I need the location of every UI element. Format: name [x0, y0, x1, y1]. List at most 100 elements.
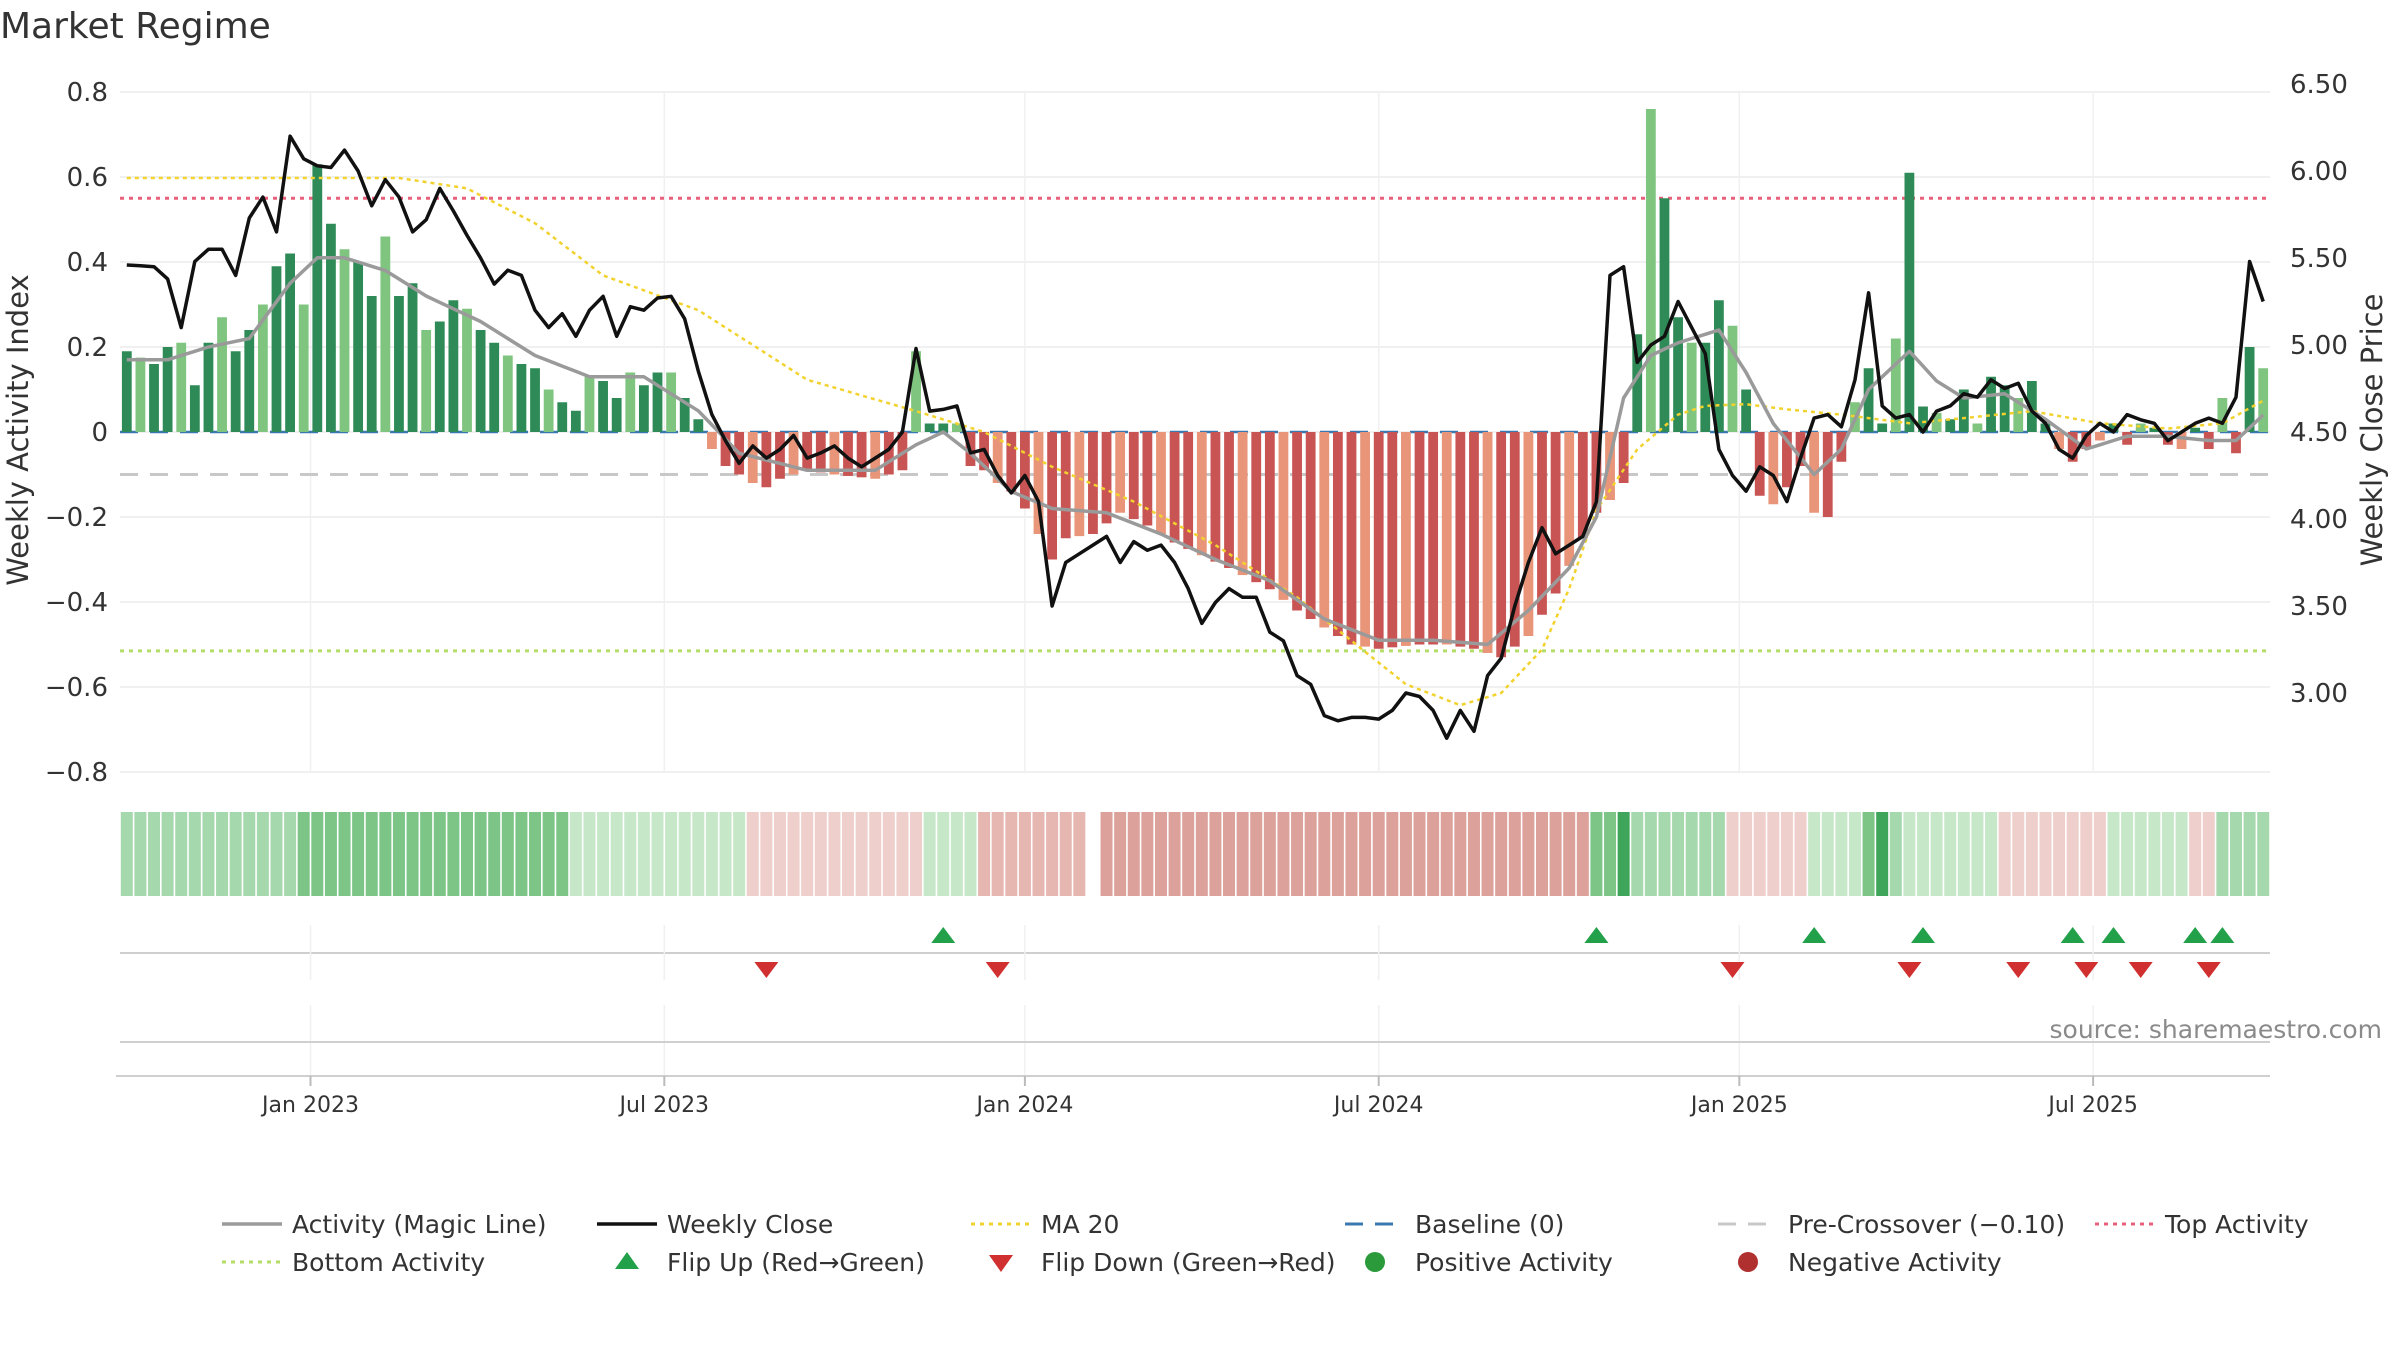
regime-strip-cell — [773, 812, 786, 896]
regime-strip-cell — [1712, 812, 1725, 896]
regime-strip-cell — [869, 812, 882, 896]
activity-bar — [1469, 432, 1479, 649]
activity-bar — [312, 164, 323, 432]
regime-strip-cell — [1440, 812, 1453, 896]
activity-bar — [1686, 342, 1697, 432]
activity-bar — [1822, 432, 1833, 517]
regime-strip-cell — [1277, 812, 1290, 896]
activity-bar — [434, 321, 445, 432]
regime-strip-cell — [216, 812, 229, 896]
activity-bar — [1782, 432, 1792, 488]
activity-bar — [1863, 368, 1874, 432]
activity-bar — [1292, 432, 1302, 611]
activity-bar — [775, 432, 785, 479]
regime-strip-cell — [556, 812, 569, 896]
chart-title: Market Regime — [0, 6, 271, 47]
legend-label: MA 20 — [1041, 1210, 1119, 1239]
regime-strip-cell — [1291, 812, 1304, 896]
y-right-tick-label: 6.00 — [2290, 157, 2348, 187]
regime-strip-cell — [1154, 812, 1167, 896]
activity-bar — [1918, 406, 1928, 432]
regime-strip-cell — [1631, 812, 1644, 896]
activity-bar — [2149, 427, 2160, 432]
legend-label: Positive Activity — [1415, 1248, 1613, 1277]
regime-strip-cell — [1740, 812, 1753, 896]
legend-label: Bottom Activity — [292, 1248, 485, 1277]
regime-strip-cell — [1032, 812, 1045, 896]
activity-bar — [557, 402, 568, 432]
regime-strip-cell — [1454, 812, 1467, 896]
activity-bar — [829, 432, 840, 475]
regime-strip-cell — [1985, 812, 1998, 896]
regime-strip-cell — [923, 812, 936, 896]
regime-strip-cell — [1263, 812, 1276, 896]
activity-bar — [693, 419, 704, 432]
activity-bar — [679, 398, 690, 432]
regime-strip-cell — [1590, 812, 1603, 896]
flip-up-marker — [931, 927, 956, 943]
legend-label: Top Activity — [2164, 1210, 2309, 1239]
regime-strip-cell — [2243, 812, 2256, 896]
activity-bar — [1332, 432, 1343, 636]
flip-down-marker — [1720, 962, 1745, 978]
regime-strip-cell — [1182, 812, 1195, 896]
y-right-tick-label: 3.50 — [2290, 592, 2348, 622]
regime-strip-cell — [2093, 812, 2106, 896]
regime-strip-cell — [202, 812, 215, 896]
regime-strip-cell — [392, 812, 405, 896]
activity-bar — [1700, 342, 1711, 432]
activity-bars — [121, 109, 2269, 658]
activity-bar — [1047, 432, 1058, 560]
axes: 0.8 0.6 0.4 0.2 0 −0.2 −0.4 −0.6 −0.8 6.50 6.00 5.5… — [45, 70, 2348, 788]
regime-strip-cell — [134, 812, 147, 896]
activity-bar — [1006, 432, 1017, 492]
activity-bar — [1074, 432, 1085, 537]
activity-bar — [2244, 347, 2255, 432]
regime-strip-cell — [569, 812, 582, 896]
activity-bar — [1877, 423, 1888, 432]
weekly-close-line — [126, 134, 2265, 740]
legend-swatch-triangle-down — [989, 1255, 1013, 1272]
regime-strip-cell — [950, 812, 963, 896]
regime-strip-cell — [665, 812, 678, 896]
activity-bar — [1945, 419, 1956, 432]
regime-strip-cell — [692, 812, 705, 896]
legend-label: Flip Down (Green→Red) — [1041, 1248, 1336, 1277]
activity-bar — [788, 432, 799, 475]
extra-panel — [116, 1005, 2270, 1077]
activity-bar — [2122, 432, 2133, 445]
activity-bar — [339, 249, 350, 432]
activity-bar — [870, 432, 881, 479]
regime-strip-cell — [610, 812, 623, 896]
regime-strip-cell — [910, 812, 923, 896]
activity-bar — [1128, 432, 1139, 520]
activity-bar — [2258, 368, 2269, 432]
activity-bar — [1713, 300, 1724, 432]
activity-bar — [1251, 432, 1262, 583]
regime-strip-cell — [1998, 812, 2011, 896]
regime-strip-cell — [1767, 812, 1780, 896]
regime-strip-cell — [2066, 812, 2079, 896]
regime-strip-cell — [2025, 812, 2038, 896]
regime-strip-cell — [814, 812, 827, 896]
magic-line — [126, 256, 2265, 647]
regime-strip-cell — [1604, 812, 1617, 896]
x-tick-label: Jan 2023 — [260, 1093, 359, 1118]
ma20-line — [126, 176, 2264, 707]
activity-bar — [897, 432, 908, 471]
activity-bar — [1142, 432, 1153, 526]
flip-up-marker — [2210, 927, 2235, 943]
regime-strip-cell — [1495, 812, 1508, 896]
regime-strip-cell — [1848, 812, 1861, 896]
regime-strip-cell — [1399, 812, 1412, 896]
regime-strip-cell — [352, 812, 365, 896]
legend-label: Weekly Close — [667, 1210, 833, 1239]
flip-up-marker — [2060, 927, 2085, 943]
activity-bar — [1958, 389, 1969, 432]
flip-down-marker — [2128, 962, 2153, 978]
regime-strip-cell — [1481, 812, 1494, 896]
legend-item: Activity (Magic Line) — [222, 1210, 546, 1239]
legend-item: Flip Down (Green→Red) — [989, 1248, 1336, 1277]
regime-strip-cell — [1209, 812, 1222, 896]
